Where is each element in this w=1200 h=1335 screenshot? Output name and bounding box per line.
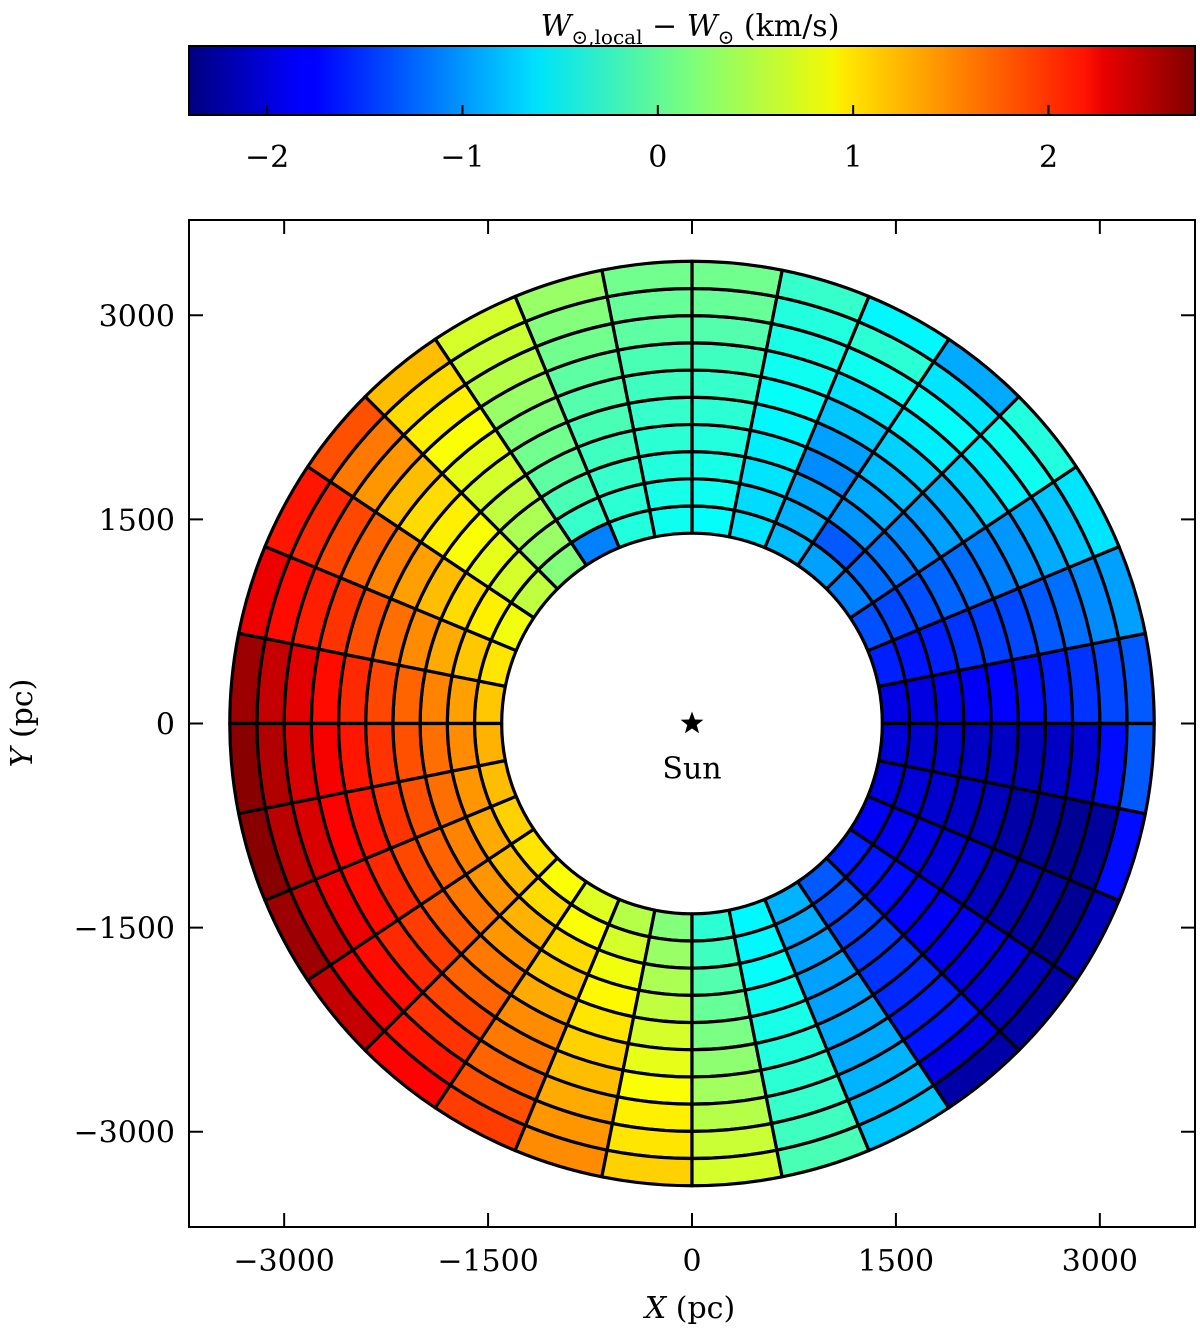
colorbar-gradient <box>188 45 1196 116</box>
y-tick-label: 1500 <box>99 503 175 538</box>
x-tick-label: −3000 <box>233 1244 334 1279</box>
colorbar-label: W⊙,local − W⊙ (km/s) <box>541 9 840 49</box>
x-tick-label: 1500 <box>858 1244 934 1279</box>
y-tick-label: −3000 <box>74 1116 175 1151</box>
sector-cell <box>1117 721 1156 816</box>
x-axis-label: X (pc) <box>643 1291 735 1326</box>
x-tick-label: 3000 <box>1062 1244 1138 1279</box>
polar-sectors <box>228 259 1156 1188</box>
colorbar-ticks: −2 −1 0 1 2 <box>245 105 1058 175</box>
y-tick-label: 3000 <box>99 299 175 334</box>
plot-area: Sun −3000 −1500 0 1500 3000 −3000 −1500 0 1500 30… <box>74 219 1196 1279</box>
colorbar-tick-label: 2 <box>1039 140 1058 175</box>
x-tick-label: 0 <box>682 1244 701 1279</box>
y-axis-label: Y (pc) <box>5 679 40 768</box>
colorbar-tick-label: −2 <box>245 140 289 175</box>
y-tick-label: −1500 <box>74 912 175 947</box>
sun-marker: Sun <box>662 711 722 787</box>
y-tick-label: 0 <box>156 708 175 743</box>
colorbar-tick-label: 1 <box>844 140 863 175</box>
colorbar-tick-label: 0 <box>648 140 667 175</box>
sun-label: Sun <box>662 752 721 787</box>
x-tick-label: −1500 <box>437 1244 538 1279</box>
axis-ticks: −3000 −1500 0 1500 3000 −3000 −1500 0 1500 3000 <box>74 220 1195 1279</box>
colorbar-tick-label: −1 <box>440 140 484 175</box>
sun-star-icon <box>680 711 704 734</box>
colorbar: W⊙,local − W⊙ (km/s) −2 −1 0 1 2 <box>188 9 1196 175</box>
